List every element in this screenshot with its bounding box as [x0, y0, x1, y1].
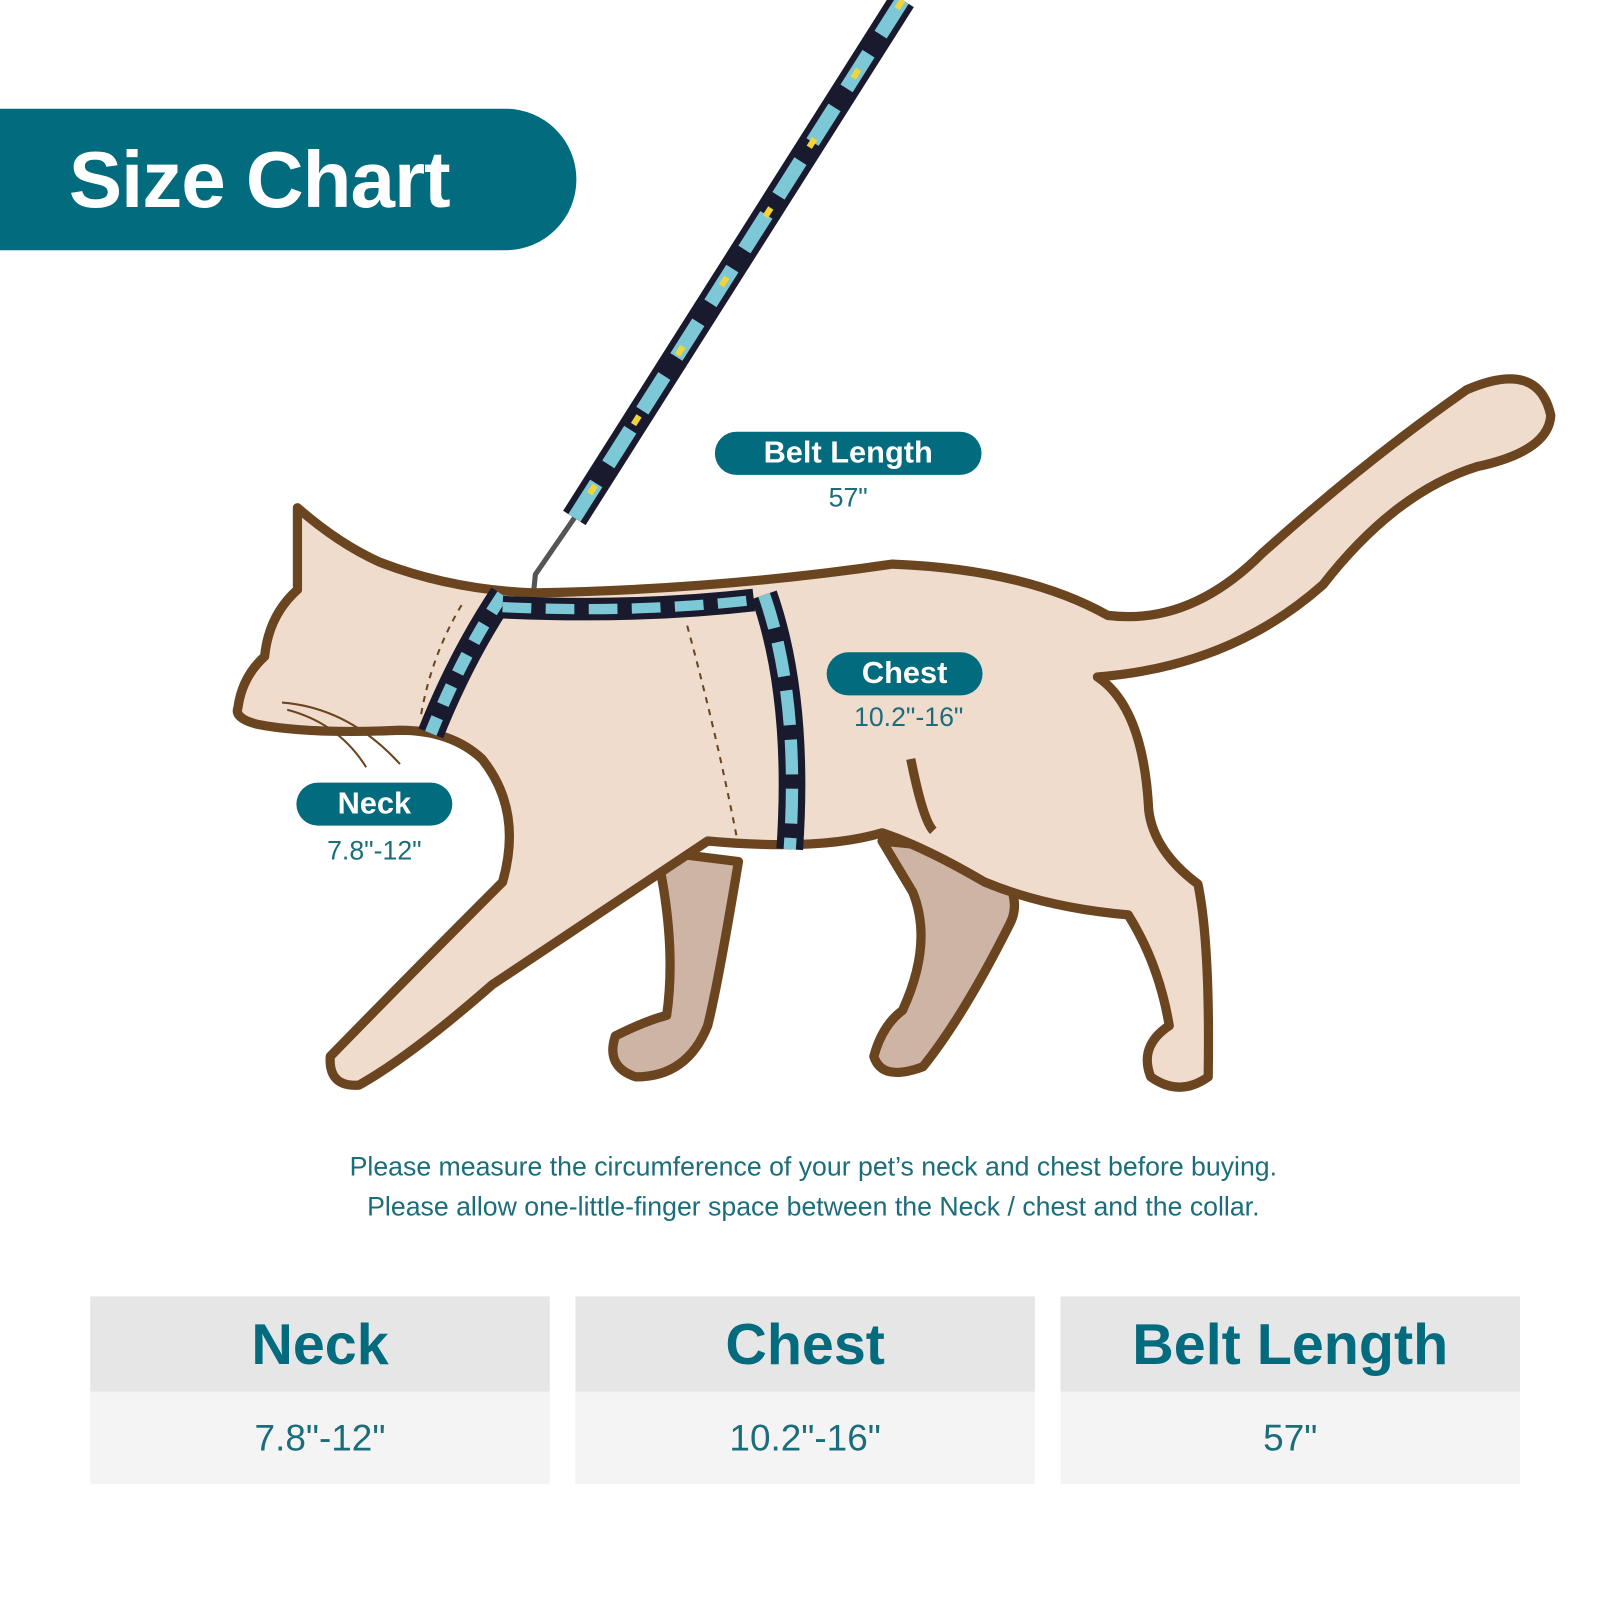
column-value: 57": [1060, 1391, 1520, 1485]
neck-label: Neck: [296, 782, 453, 826]
page-title: Size Chart: [0, 108, 577, 251]
column-header: Chest: [575, 1296, 1035, 1392]
harness: [418, 587, 806, 851]
column-value: 7.8"-12": [90, 1391, 550, 1485]
leash: [528, 0, 914, 616]
space-note: Please allow one-little-finger space bet…: [367, 1190, 1260, 1222]
column-header: Belt Length: [1060, 1296, 1520, 1392]
whiskers-icon: [281, 701, 937, 835]
neck-value: 7.8"-12": [327, 834, 422, 866]
belt-length-label: Belt Length: [714, 431, 982, 475]
measure-note: Please measure the circumference of your…: [349, 1150, 1278, 1182]
chest-value: 10.2"-16": [854, 701, 964, 733]
size-column-belt-length: Belt Length 57": [1060, 1296, 1520, 1485]
far-legs: [608, 836, 1020, 1082]
size-column-neck: Neck 7.8"-12": [90, 1296, 550, 1485]
size-column-chest: Chest 10.2"-16": [575, 1296, 1035, 1485]
chest-label: Chest: [826, 652, 983, 696]
column-header: Neck: [90, 1296, 550, 1392]
belt-length-value: 57": [828, 482, 868, 513]
cat-body: [232, 374, 1556, 1092]
column-value: 10.2"-16": [575, 1391, 1035, 1485]
